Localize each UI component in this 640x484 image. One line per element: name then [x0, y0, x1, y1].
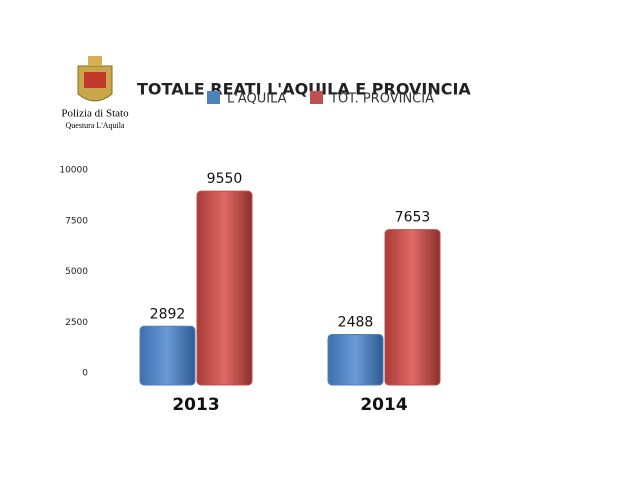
y-tick-label: 10000 [59, 166, 88, 176]
legend-label: TOT. PROVINCIA [329, 92, 434, 107]
legend-label: L'AQUILA [227, 92, 287, 107]
logo-subtitle: Questura L'Aquila [66, 121, 125, 130]
value-label: 2892 [150, 306, 186, 322]
legend-swatch [207, 91, 220, 104]
x-tick-label: 2013 [172, 395, 219, 415]
bar [327, 333, 384, 386]
logo-title: Polizia di Stato [61, 108, 129, 120]
bar [139, 325, 196, 386]
value-label: 7653 [395, 210, 431, 226]
x-tick-label: 2014 [360, 395, 407, 415]
y-tick-label: 7500 [65, 216, 88, 226]
value-label: 2488 [338, 314, 374, 330]
y-tick-label: 0 [82, 369, 88, 379]
value-label: 9550 [207, 171, 243, 187]
y-tick-label: 2500 [65, 318, 88, 328]
y-tick-label: 5000 [65, 267, 88, 277]
logo: Polizia di Stato Questura L'Aquila [61, 56, 129, 130]
chart-title: TOTALE REATI L'AQUILA E PROVINCIA [137, 80, 471, 99]
bar [196, 190, 253, 386]
legend-swatch [310, 91, 323, 104]
bar [384, 229, 441, 386]
